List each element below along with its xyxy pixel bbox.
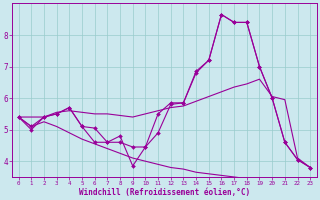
X-axis label: Windchill (Refroidissement éolien,°C): Windchill (Refroidissement éolien,°C) (79, 188, 250, 197)
